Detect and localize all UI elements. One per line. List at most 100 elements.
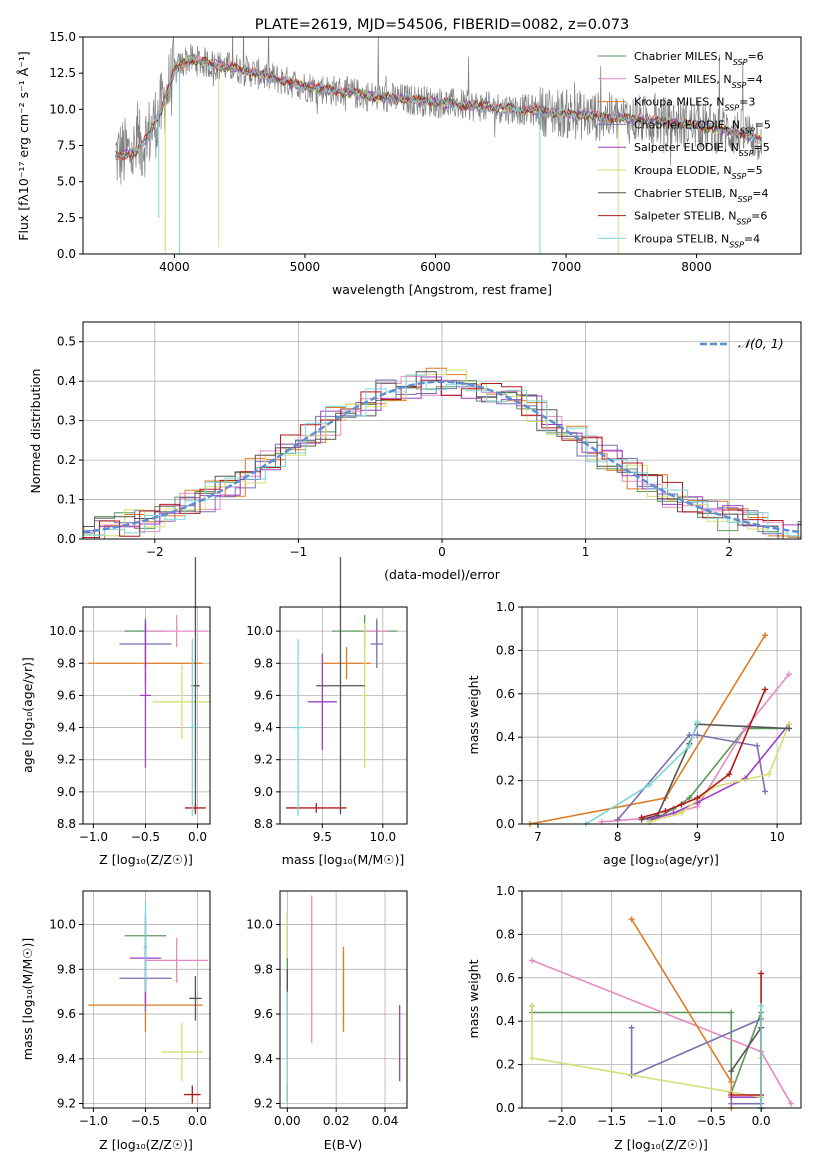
x-tick-label: −2	[146, 545, 164, 559]
y-tick-label: 0.2	[57, 453, 76, 467]
weight-age-axes-frame	[521, 606, 802, 825]
mass-ebv-xlabel: E(B-V)	[324, 1137, 363, 1152]
weight-marker	[694, 794, 701, 801]
y-tick-label: 0.8	[496, 927, 515, 941]
age-z-xlabel: Z [log₁₀(Z/Z☉)]	[99, 852, 193, 867]
y-tick-label: 9.4	[254, 1052, 273, 1066]
spectrum-legend: Chabrier MILES, NSSP=6 Salpeter MILES, NS…	[598, 50, 771, 249]
x-tick-label: 8	[614, 830, 622, 844]
weight-marker	[728, 1091, 735, 1098]
model-spectrum-8	[115, 56, 763, 161]
weight-marker	[762, 632, 769, 639]
y-tick-label: 9.2	[57, 1097, 76, 1111]
y-tick-label: 0.0	[57, 247, 76, 261]
weight-marker	[628, 916, 635, 923]
x-tick-label: 0.04	[372, 1114, 399, 1128]
y-tick-label: 0.4	[496, 1014, 515, 1028]
spectrum-title: PLATE=2619, MJD=54506, FIBERID=0082, z=0…	[255, 17, 629, 33]
x-tick-label: 4000	[159, 260, 190, 274]
age-z-axes-frame	[82, 606, 211, 825]
residual-histogram-1	[83, 380, 801, 539]
y-tick-label: 1.0	[496, 884, 515, 898]
mass-z-xlabel: Z [log₁₀(Z/Z☉)]	[99, 1137, 193, 1152]
residual-histogram-8	[83, 379, 801, 539]
weight-marker	[686, 794, 693, 801]
legend-label-2: Salpeter MILES, NSSP=4	[634, 73, 763, 90]
y-tick-label: 0.6	[496, 971, 515, 985]
weight-marker	[662, 807, 669, 814]
age-mass-xlabel: mass [log₁₀(M/M☉)]	[282, 852, 404, 867]
y-tick-label: 10.0	[246, 918, 273, 932]
normal-legend-label: 𝒩(0, 1)	[738, 336, 784, 351]
x-tick-label: −0.5	[131, 1114, 160, 1128]
weight-marker	[614, 816, 621, 823]
panel-weight-vs-age: 7 8 9 10 0.0 0.2 0.4 0.6 0.8 1.0 age [log₁₀(age/y…	[466, 600, 802, 867]
y-tick-label: 0.2	[496, 1058, 515, 1072]
weight-marker	[678, 810, 685, 817]
y-tick-label: 9.2	[254, 753, 273, 767]
y-tick-label: 9.8	[57, 656, 76, 670]
y-tick-label: 9.6	[57, 1007, 76, 1021]
y-tick-label: 0.6	[496, 687, 515, 701]
y-tick-label: 9.6	[254, 1007, 273, 1021]
weight-marker	[758, 970, 765, 977]
x-tick-label: 0.02	[323, 1114, 350, 1128]
weight-marker	[728, 1078, 735, 1085]
residual-histogram-7	[83, 371, 801, 539]
x-tick-label: −1	[290, 545, 308, 559]
y-tick-label: 8.8	[57, 817, 76, 831]
x-tick-label: 9	[694, 830, 702, 844]
y-tick-label: 9.8	[254, 962, 273, 976]
panel-weight-vs-metallicity: −2.0 −1.5 −1.0 −0.5 0.0 0.0 0.2 0.4 0.6 0.8 1.0 Z …	[466, 884, 802, 1152]
x-tick-label: 0.00	[274, 1114, 301, 1128]
y-tick-label: 0.0	[57, 532, 76, 546]
y-tick-label: 9.8	[254, 656, 273, 670]
x-tick-label: 10	[769, 830, 784, 844]
x-tick-label: 0.0	[188, 830, 207, 844]
weight-marker	[762, 788, 769, 795]
x-tick-label: 8000	[681, 260, 712, 274]
x-tick-label: 9.5	[313, 830, 332, 844]
weight-marker	[786, 671, 793, 678]
y-tick-label: 7.5	[57, 139, 76, 153]
y-tick-label: 0.4	[57, 374, 76, 388]
panel-residuals: −2 −1 0 1 2 0.0 0.1 0.2 0.3 0.4 0.5 𝒩(0, 1) (data-…	[28, 321, 802, 582]
y-tick-label: 9.4	[57, 1052, 76, 1066]
x-tick-label: 1	[582, 545, 590, 559]
x-tick-label: 0.0	[752, 1114, 771, 1128]
y-tick-label: 12.5	[49, 66, 76, 80]
y-tick-label: 9.2	[254, 1097, 273, 1111]
normal-curve	[83, 380, 801, 534]
y-tick-label: 9.8	[57, 962, 76, 976]
y-tick-label: 9.4	[254, 721, 273, 735]
x-tick-label: −1.0	[647, 1114, 676, 1128]
legend-label-7: Chabrier STELIB, NSSP=4	[634, 187, 768, 204]
weight-marker	[686, 742, 693, 749]
x-tick-label: −0.5	[697, 1114, 726, 1128]
weight-marker	[758, 1003, 765, 1010]
weight-line-9	[585, 721, 699, 825]
model-spectrum-9	[115, 55, 763, 159]
y-tick-label: 0.3	[57, 414, 76, 428]
y-tick-label: 1.0	[496, 600, 515, 614]
weight-marker	[788, 1100, 795, 1107]
weight-age-ylabel: mass weight	[466, 675, 481, 754]
y-tick-label: 9.6	[254, 688, 273, 702]
y-tick-label: 9.0	[57, 785, 76, 799]
y-tick-label: 2.5	[57, 211, 76, 225]
weight-marker	[528, 957, 535, 964]
x-tick-label: 7000	[551, 260, 582, 274]
x-tick-label: −1.5	[597, 1114, 626, 1128]
x-tick-label: 7	[534, 830, 542, 844]
mass-z-axes-frame	[82, 890, 211, 1109]
weight-marker	[528, 1003, 535, 1010]
legend-label-6: Kroupa ELODIE, NSSP=5	[634, 164, 763, 181]
panel-mass-vs-extinction: 0.00 0.02 0.04 9.2 9.4 9.6 9.8 10.0 E(B-V)	[246, 890, 408, 1152]
weight-marker	[726, 771, 733, 778]
panel-spectrum: PLATE=2619, MJD=54506, FIBERID=0082, z=0…	[16, 17, 802, 297]
y-tick-label: 0.0	[496, 817, 515, 831]
spectrum-curves	[115, 37, 763, 254]
x-tick-label: 6000	[420, 260, 451, 274]
